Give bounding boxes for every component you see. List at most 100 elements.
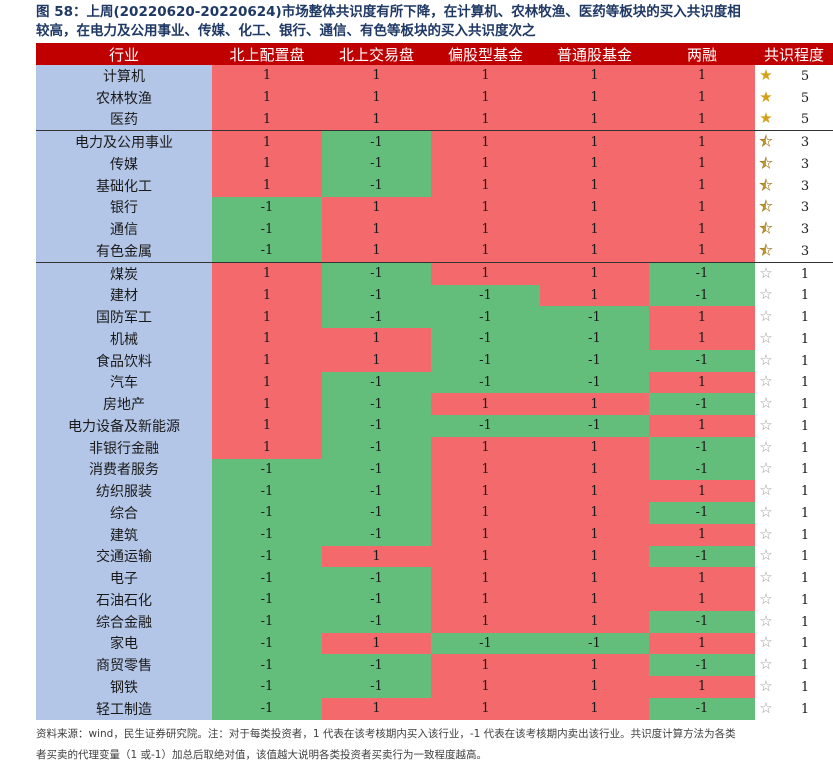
buy-signal-cell: 1 <box>431 218 540 240</box>
consensus-cell: ★ 5 <box>755 86 833 109</box>
buy-signal-cell: 1 <box>431 502 540 524</box>
buy-signal-cell: 1 <box>540 218 649 240</box>
table-row: 汽车 1 -1 -1 -1 1 ☆ 1 <box>36 371 833 394</box>
sell-signal-cell: -1 <box>212 567 322 589</box>
consensus-cell: ★ 3 <box>755 240 833 263</box>
buy-signal-cell: 1 <box>540 676 649 698</box>
consensus-value: 1 <box>800 310 810 326</box>
buy-signal-cell: 1 <box>322 545 431 568</box>
buy-signal-cell: 1 <box>540 610 649 633</box>
buy-signal-cell: 1 <box>212 130 322 153</box>
table-row: 纺织服装 -1 -1 1 1 1 ☆ 1 <box>36 480 833 502</box>
half-star-icon: ★ <box>755 242 777 258</box>
buy-signal-cell: 1 <box>431 480 540 502</box>
consensus-cell: ☆ 1 <box>755 697 833 720</box>
consensus-value: 3 <box>800 156 810 172</box>
sell-signal-cell: -1 <box>431 349 540 372</box>
buy-signal-cell: 1 <box>431 174 540 197</box>
buy-signal-cell: 1 <box>212 328 322 350</box>
consensus-value: 1 <box>800 418 810 434</box>
buy-signal-cell: 1 <box>540 196 649 219</box>
consensus-cell: ☆ 1 <box>755 589 833 611</box>
consensus-value: 1 <box>800 679 810 695</box>
consensus-cell: ☆ 1 <box>755 415 833 437</box>
buy-signal-cell: 1 <box>649 480 755 502</box>
buy-signal-cell: 1 <box>540 240 649 263</box>
industry-cell: 电力及公用事业 <box>36 130 212 153</box>
buy-signal-cell: 1 <box>212 153 322 175</box>
industry-cell: 基础化工 <box>36 174 212 197</box>
consensus-value: 1 <box>800 636 810 652</box>
half-star-icon: ★ <box>755 199 777 215</box>
consensus-cell: ☆ 1 <box>755 632 833 655</box>
empty-star-icon: ☆ <box>759 546 773 565</box>
buy-signal-cell: 1 <box>649 65 755 87</box>
consensus-value: 1 <box>800 397 810 413</box>
header-consensus: 共识程度 <box>755 43 833 65</box>
buy-signal-cell: 1 <box>649 240 755 263</box>
sell-signal-cell: -1 <box>322 371 431 394</box>
figure-title-line-2: 较高，在电力及公用事业、传媒、化工、银行、通信、有色等板块的买入共识度次之 <box>36 23 536 39</box>
buy-signal-cell: 1 <box>212 108 322 131</box>
industry-cell: 国防军工 <box>36 306 212 328</box>
consensus-cell: ☆ 1 <box>755 676 833 698</box>
sell-signal-cell: -1 <box>540 632 649 655</box>
sell-signal-cell: -1 <box>322 589 431 611</box>
sell-signal-cell: -1 <box>212 502 322 524</box>
source-note-line-1: 资料来源：wind，民生证券研究院。注：对于每类投资者，1 代表在该考核期内买入… <box>36 728 736 740</box>
buy-signal-cell: 1 <box>322 632 431 655</box>
table-row: 电力及公用事业 1 -1 1 1 1 ★ 3 <box>36 130 833 153</box>
buy-signal-cell: 1 <box>649 196 755 219</box>
sell-signal-cell: -1 <box>322 676 431 698</box>
sell-signal-cell: -1 <box>431 415 540 437</box>
buy-signal-cell: 1 <box>322 65 431 87</box>
consensus-value: 1 <box>800 288 810 304</box>
consensus-cell: ☆ 1 <box>755 545 833 568</box>
sell-signal-cell: -1 <box>322 153 431 175</box>
industry-cell: 机械 <box>36 328 212 350</box>
sell-signal-cell: -1 <box>540 371 649 394</box>
consensus-value: 3 <box>800 178 810 194</box>
buy-signal-cell: 1 <box>431 436 540 459</box>
sell-signal-cell: -1 <box>322 502 431 524</box>
buy-signal-cell: 1 <box>649 86 755 109</box>
buy-signal-cell: 1 <box>322 328 431 350</box>
sell-signal-cell: -1 <box>649 436 755 459</box>
buy-signal-cell: 1 <box>212 65 322 87</box>
sell-signal-cell: -1 <box>212 523 322 546</box>
empty-star-icon: ☆ <box>759 372 773 391</box>
table-row: 综合 -1 -1 1 1 -1 ☆ 1 <box>36 502 833 524</box>
consensus-cell: ★ 5 <box>755 108 833 131</box>
industry-cell: 汽车 <box>36 371 212 394</box>
table-row: 消费者服务 -1 -1 1 1 -1 ☆ 1 <box>36 458 833 481</box>
sell-signal-cell: -1 <box>212 545 322 568</box>
table-row: 家电 -1 1 -1 -1 1 ☆ 1 <box>36 632 833 655</box>
buy-signal-cell: 1 <box>649 676 755 698</box>
consensus-value: 5 <box>800 68 810 84</box>
table-row: 商贸零售 -1 -1 1 1 -1 ☆ 1 <box>36 654 833 676</box>
sell-signal-cell: -1 <box>322 130 431 153</box>
sell-signal-cell: -1 <box>212 632 322 655</box>
header-stock-fund: 普通股基金 <box>540 43 649 65</box>
consensus-value: 1 <box>800 375 810 391</box>
buy-signal-cell: 1 <box>322 86 431 109</box>
buy-signal-cell: 1 <box>540 589 649 611</box>
consensus-cell: ☆ 1 <box>755 306 833 328</box>
buy-signal-cell: 1 <box>212 86 322 109</box>
consensus-cell: ★ 3 <box>755 218 833 240</box>
consensus-cell: ☆ 1 <box>755 654 833 676</box>
buy-signal-cell: 1 <box>322 697 431 720</box>
table-row: 国防军工 1 -1 -1 -1 1 ☆ 1 <box>36 306 833 328</box>
sell-signal-cell: -1 <box>649 393 755 415</box>
table-row: 基础化工 1 -1 1 1 1 ★ 3 <box>36 174 833 197</box>
industry-cell: 消费者服务 <box>36 458 212 481</box>
industry-cell: 农林牧渔 <box>36 86 212 109</box>
industry-cell: 传媒 <box>36 153 212 175</box>
buy-signal-cell: 1 <box>540 65 649 87</box>
sell-signal-cell: -1 <box>322 284 431 307</box>
consensus-value: 1 <box>800 440 810 456</box>
sell-signal-cell: -1 <box>322 174 431 197</box>
buy-signal-cell: 1 <box>431 108 540 131</box>
buy-signal-cell: 1 <box>649 108 755 131</box>
consensus-value: 3 <box>800 135 810 151</box>
